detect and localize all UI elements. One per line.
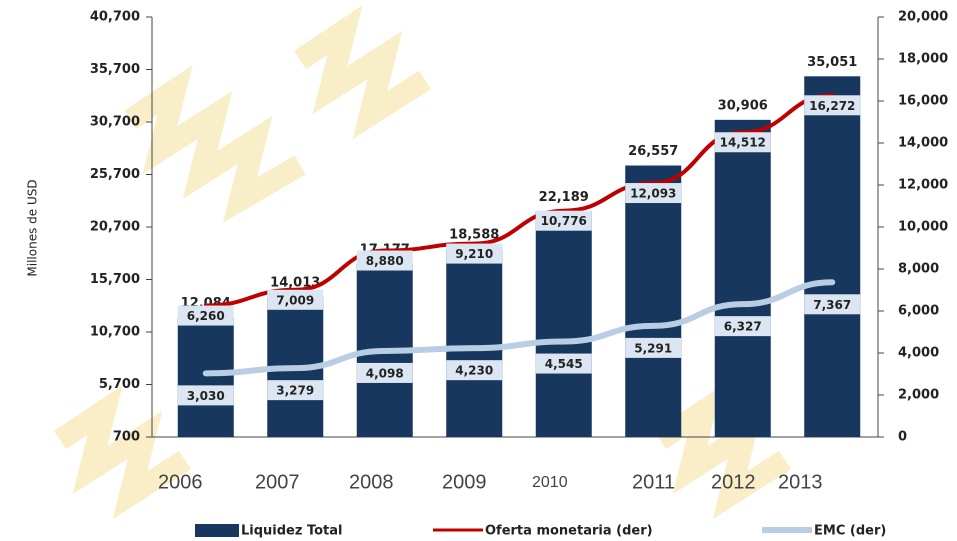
y-tick-label: 25,700 [90, 167, 140, 182]
y-tick-label: 15,700 [90, 272, 140, 287]
label-box [356, 250, 413, 271]
value-label-box: 4,098 [356, 362, 413, 383]
line-value-label: 7,009 [276, 293, 314, 307]
value-label-box: 3,030 [177, 385, 234, 406]
label-box [267, 380, 324, 401]
y-tick-label: 700 [113, 430, 140, 445]
bar [714, 119, 771, 437]
value-label-box: 6,327 [714, 316, 771, 337]
label-box [177, 305, 234, 326]
y-tick-label: 30,700 [90, 115, 140, 130]
legend-label: Oferta monetaria (der) [485, 524, 653, 539]
legend-swatch [195, 524, 239, 537]
y-tick-label: 35,700 [90, 62, 140, 77]
label-box [446, 243, 503, 264]
value-label-box: 7,367 [804, 294, 861, 315]
value-label-box: 6,260 [177, 305, 234, 326]
y2-tick-label: 6,000 [898, 304, 939, 319]
y2-tick-label: 10,000 [898, 220, 948, 235]
value-label-box: 5,291 [625, 337, 682, 358]
y-tick-label: 40,700 [90, 10, 140, 25]
y2-tick-label: 2,000 [898, 388, 939, 403]
watermark-zigzag [653, 385, 791, 520]
line-value-label: 5,291 [634, 341, 672, 355]
value-label-box: 4,230 [446, 360, 503, 381]
y2-tick-label: 12,000 [898, 178, 948, 193]
label-box [804, 95, 861, 116]
bar [535, 211, 592, 437]
line-value-label: 3,279 [276, 384, 314, 398]
y2-tick-label: 16,000 [898, 94, 948, 109]
x-tick-label: 2013 [778, 471, 823, 493]
line-value-label: 9,210 [455, 247, 493, 261]
label-box [177, 385, 234, 406]
value-label-box: 4,545 [535, 353, 592, 374]
x-tick-label: 2006 [158, 471, 203, 493]
bar-value-label: 26,557 [628, 144, 678, 159]
legend-label: EMC (der) [814, 524, 886, 539]
label-box [356, 362, 413, 383]
line [202, 279, 836, 377]
value-label-box: 10,776 [535, 210, 592, 231]
y2-tick-label: 14,000 [898, 136, 948, 151]
value-label-box: 14,512 [714, 132, 771, 153]
y2-tick-label: 20,000 [898, 10, 948, 25]
label-box [625, 183, 682, 204]
legend-label: Liquidez Total [241, 524, 343, 539]
label-box [267, 289, 324, 310]
line-value-label: 16,272 [809, 99, 855, 113]
line-value-label: 10,776 [541, 214, 587, 228]
line-value-label: 12,093 [630, 187, 676, 201]
label-box [625, 337, 682, 358]
line-value-label: 3,030 [187, 389, 225, 403]
x-tick-label: 2012 [711, 471, 756, 493]
x-tick-label: 2009 [442, 471, 487, 493]
y-tick-label: 5,700 [99, 377, 140, 392]
label-box [535, 353, 592, 374]
bar [804, 76, 861, 437]
value-label-box: 3,279 [267, 380, 324, 401]
y2-tick-label: 8,000 [898, 262, 939, 277]
line-value-label: 6,327 [724, 320, 762, 334]
line-value-label: 4,230 [455, 364, 493, 378]
watermark [53, 5, 791, 520]
x-tick-label: 2011 [632, 471, 675, 493]
watermark-zigzag [123, 65, 306, 223]
line-value-label: 4,545 [545, 357, 583, 371]
line-value-label: 8,880 [366, 254, 404, 268]
value-label-box: 7,009 [267, 289, 324, 310]
bar-value-label: 18,588 [449, 228, 499, 243]
y-tick-label: 10,700 [90, 325, 140, 340]
x-tick-label: 2008 [349, 471, 394, 493]
watermark-zigzag [293, 5, 431, 140]
label-box [714, 316, 771, 337]
label-box [804, 294, 861, 315]
bar [625, 165, 682, 437]
label-box [535, 210, 592, 231]
value-label-box: 9,210 [446, 243, 503, 264]
line-value-label: 14,512 [720, 136, 766, 150]
x-tick-label: 2007 [255, 471, 300, 493]
bar [177, 317, 234, 437]
bar [446, 249, 503, 437]
y2-tick-label: 0 [898, 430, 907, 445]
value-label-box: 8,880 [356, 250, 413, 271]
watermark-zigzag [53, 385, 191, 520]
y2-tick-label: 18,000 [898, 52, 948, 67]
label-box [446, 360, 503, 381]
label-box [714, 132, 771, 153]
y2-tick-label: 4,000 [898, 346, 939, 361]
value-label-box: 16,272 [804, 95, 861, 116]
bar-value-label: 22,189 [539, 190, 589, 205]
bar-value-label: 35,051 [807, 55, 857, 70]
line-value-label: 7,367 [813, 298, 851, 312]
line-value-label: 4,098 [366, 366, 404, 380]
y-tick-label: 20,700 [90, 220, 140, 235]
bar-value-label: 30,906 [718, 98, 768, 113]
y-axis-title: Millones de USD [26, 179, 40, 276]
line-value-label: 6,260 [187, 309, 225, 323]
value-label-box: 12,093 [625, 183, 682, 204]
x-tick-label: 2010 [532, 474, 568, 491]
